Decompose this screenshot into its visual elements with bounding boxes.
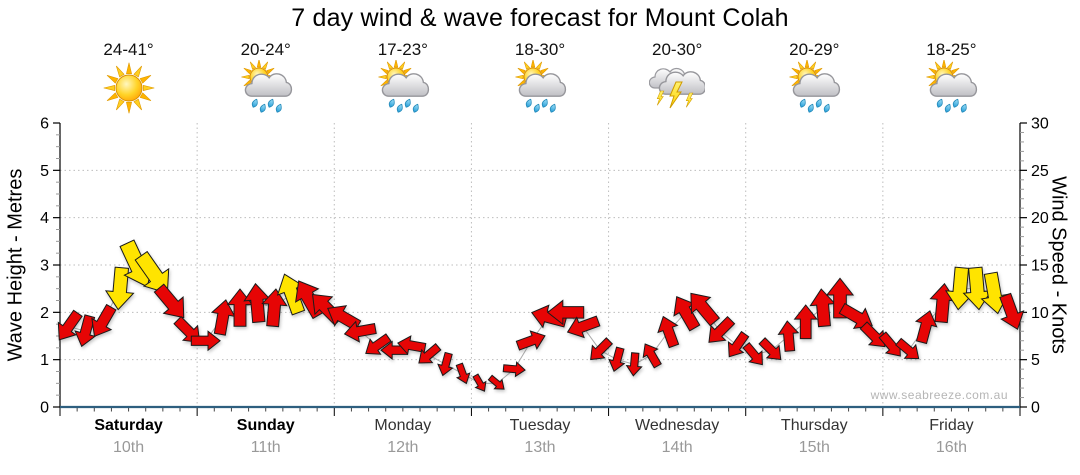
wind-arrow — [793, 304, 818, 340]
wind-arrow — [838, 302, 873, 330]
day-name-label: Sunday — [236, 417, 295, 434]
wind-arrow — [742, 341, 763, 366]
right-axis-tick-label: 30 — [1031, 116, 1049, 133]
right-axis-tick-label: 20 — [1031, 210, 1049, 227]
wind-arrow — [625, 352, 643, 377]
day-date-label: 15th — [798, 439, 830, 456]
wind-arrow — [566, 315, 601, 339]
day-name-label: Wednesday — [635, 417, 720, 434]
wind-arrow — [397, 335, 427, 356]
right-axis: 0 5 10 15 20 25 30 — [1020, 116, 1049, 417]
day-name-label: Saturday — [94, 417, 163, 434]
wind-arrows — [57, 239, 1025, 392]
wind-arrow — [153, 283, 185, 319]
temperature-range-label: 20-30° — [652, 40, 703, 59]
right-axis-tick-label: 5 — [1031, 352, 1040, 369]
wind-arrow — [642, 343, 662, 369]
wind-arrow — [657, 315, 680, 349]
wind-arrow — [590, 337, 614, 361]
temperature-range-label: 24-41° — [103, 40, 154, 59]
wind-arrow — [502, 361, 526, 378]
wind-arrow — [546, 299, 585, 326]
temperature-range-label: 20-24° — [240, 40, 291, 59]
wind-arrow — [515, 330, 546, 351]
left-axis-tick-label: 4 — [40, 210, 49, 227]
wind-arrow — [608, 346, 626, 373]
right-axis-tick-label: 25 — [1031, 163, 1049, 180]
right-axis-title: Wind Speed - Knots — [1047, 176, 1070, 354]
wind-arrow — [365, 333, 392, 355]
wind-arrow — [91, 303, 117, 338]
day-date-label: 12th — [387, 439, 419, 456]
day-name-label: Thursday — [780, 417, 848, 434]
right-axis-tick-label: 0 — [1031, 400, 1040, 417]
day-date-label: 11th — [250, 439, 281, 456]
wind-arrow — [190, 330, 221, 352]
day-date-label: 16th — [935, 439, 967, 456]
wind-arrow — [727, 330, 750, 358]
day-name-label: Tuesday — [509, 417, 571, 434]
rain-showers-icon — [515, 60, 567, 113]
wind-arrow — [455, 362, 471, 385]
thunderstorm-icon — [649, 67, 706, 109]
wind-arrow — [104, 266, 135, 311]
page-title: 7 day wind & wave forecast for Mount Col… — [291, 4, 789, 32]
wind-arrow — [343, 320, 377, 343]
wind-arrow — [914, 310, 938, 345]
left-axis-title: Wave Height - Metres — [4, 168, 27, 362]
x-axis-ticks — [59, 407, 1021, 416]
right-axis-tick-label: 15 — [1031, 258, 1049, 275]
temperature-range-label: 18-30° — [514, 40, 566, 59]
wind-arrow — [777, 320, 800, 352]
wind-arrow — [487, 374, 505, 390]
wind-arrow — [999, 292, 1025, 331]
temperature-range-label: 17-23° — [377, 40, 428, 59]
left-axis-tick-label: 0 — [40, 400, 49, 417]
day-name-label: Monday — [374, 417, 432, 434]
day-date-label: 13th — [524, 439, 556, 456]
left-axis-tick-label: 5 — [40, 163, 49, 180]
temperature-range-label: 20-29° — [789, 40, 840, 59]
rain-showers-icon — [378, 60, 429, 113]
gridlines — [60, 123, 1020, 407]
day-date-label: 14th — [661, 439, 693, 456]
wind-arrow — [708, 315, 736, 343]
rain-showers-icon — [789, 60, 841, 113]
wind-arrow — [472, 373, 487, 392]
wind-arrow — [530, 304, 568, 329]
temperature-range-label: 18-25° — [926, 40, 977, 59]
watermark: www.seabreeze.com.au — [870, 388, 1008, 402]
wind-arrow — [261, 288, 288, 328]
rain-showers-icon — [926, 60, 978, 113]
wind-arrow — [690, 292, 721, 327]
wind-arrow — [859, 321, 886, 348]
day-name-label: Friday — [929, 417, 974, 434]
left-axis: 0 1 2 3 4 5 6 — [40, 116, 60, 417]
day-date-label: 10th — [112, 439, 145, 456]
wind-arrow — [895, 337, 920, 360]
rain-showers-icon — [241, 60, 292, 113]
left-axis-tick-label: 3 — [40, 258, 49, 275]
wind-arrow — [418, 343, 442, 364]
wind-arrow — [327, 305, 362, 332]
left-axis-tick-label: 1 — [40, 352, 49, 369]
right-axis-tick-label: 10 — [1031, 305, 1049, 322]
wind-arrow — [57, 309, 83, 341]
wind-arrow — [134, 250, 170, 294]
left-axis-tick-label: 2 — [40, 305, 49, 322]
left-axis-tick-label: 6 — [40, 116, 49, 133]
wind-arrow — [758, 337, 782, 361]
wind-arrow — [825, 277, 855, 319]
wind-arrow — [437, 351, 454, 377]
sunny-icon — [103, 62, 154, 114]
